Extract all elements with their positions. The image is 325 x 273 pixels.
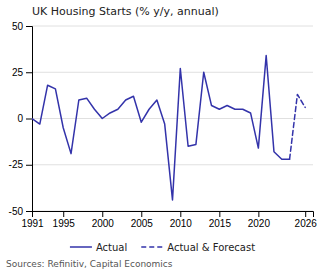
x-tick-label: 2010	[170, 218, 193, 229]
x-tick-label: 2005	[131, 218, 154, 229]
x-tick: 2026	[295, 211, 318, 229]
x-tick: 1995	[53, 211, 76, 229]
y-tick: -25	[9, 159, 32, 170]
grid	[32, 26, 313, 211]
plot-area	[32, 56, 305, 200]
y-tick-mark	[26, 211, 32, 212]
title: UK Housing Starts (% y/y, annual)	[32, 5, 219, 18]
y-tick: -50	[9, 206, 32, 217]
x-tick-label: 2020	[248, 218, 271, 229]
grid-line	[32, 72, 313, 73]
x-tick-label: 1995	[53, 218, 76, 229]
y-tick: 25	[12, 67, 32, 78]
x-tick-mark	[305, 211, 306, 217]
x-tick-mark	[219, 211, 220, 217]
legend-item: Actual & Forecast	[141, 242, 255, 253]
x-axis: 1991 1995 2000 2005 2010 2015 2020 2026	[21, 211, 317, 229]
legend-label: Actual & Forecast	[167, 242, 255, 253]
x-tick: 2005	[131, 211, 154, 229]
x-tick: 2000	[92, 211, 115, 229]
y-tick-mark	[26, 119, 32, 120]
y-tick: 0	[17, 113, 32, 124]
y-axis: -50 -25 0 25 50	[9, 21, 33, 217]
x-tick-label: 2000	[92, 218, 115, 229]
x-tick: 1991	[21, 211, 44, 229]
y-tick-label: 0	[17, 113, 23, 124]
x-tick-label: 1991	[21, 218, 44, 229]
y-tick-label: 25	[12, 67, 24, 78]
grid-line	[32, 164, 313, 165]
y-tick-label: -50	[9, 206, 24, 217]
legend-swatch	[141, 246, 163, 248]
y-tick-label: -25	[9, 159, 24, 170]
x-tick: 2015	[209, 211, 232, 229]
chart: 1991 1995 2000 2005 2010 2015 2020 2026 -50 -25 0 2…	[0, 0, 325, 273]
series-line	[290, 94, 306, 159]
y-tick-mark	[26, 165, 32, 166]
legend-label: Actual	[96, 242, 127, 253]
x-tick: 2020	[248, 211, 271, 229]
series-line	[32, 56, 290, 200]
x-tick-mark	[258, 211, 259, 217]
x-tick-mark	[63, 211, 64, 217]
x-tick-label: 2026	[295, 218, 318, 229]
legend-item: Actual	[70, 242, 127, 253]
x-tick-label: 2015	[209, 218, 232, 229]
x-tick-mark	[180, 211, 181, 217]
source-note: Sources: Refinitiv, Capital Economics	[6, 259, 173, 269]
x-tick-mark	[141, 211, 142, 217]
y-tick: 50	[12, 21, 32, 32]
y-axis-line	[26, 27, 33, 212]
legend: Actual Actual & Forecast	[70, 242, 255, 253]
x-axis-line	[33, 212, 314, 218]
grid-line	[32, 26, 313, 27]
legend-swatch	[70, 246, 92, 248]
x-tick: 2010	[170, 211, 193, 229]
y-tick-label: 50	[12, 21, 24, 32]
y-tick-mark	[26, 26, 32, 27]
y-tick-mark	[26, 72, 32, 73]
x-tick-mark	[102, 211, 103, 217]
